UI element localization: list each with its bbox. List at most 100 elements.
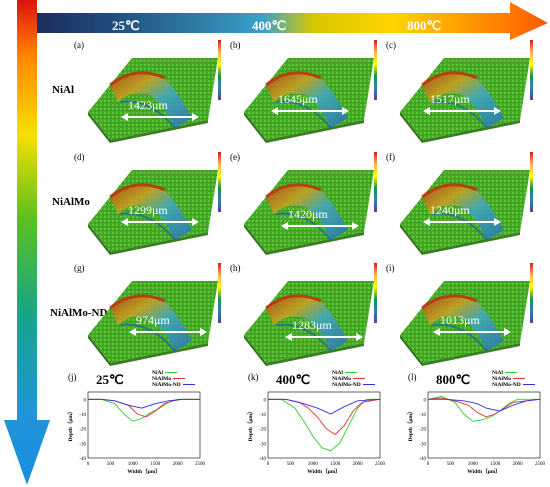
y-axis-label: Depth（μm） [406,408,414,441]
chart-panel-label: (k) [248,372,259,382]
surface-image [88,58,218,143]
width-arrow [129,328,207,336]
x-tick-label: 1000 [128,462,139,467]
series-line [268,398,381,415]
legend-label: NiAlMo [152,376,171,382]
width-arrow [121,218,199,226]
surface-panel [392,40,542,150]
x-axis-label: Width（μm） [127,467,161,475]
legend-label: NiAlMo [332,376,351,382]
series-line [88,398,200,418]
x-tick-label: 1500 [490,462,501,467]
colorbar [530,152,533,212]
x-tick-label: 2000 [513,462,524,467]
legend-entry: NiAlMo [332,376,375,382]
colorbar [218,40,221,100]
y-tick-label: -30 [79,442,86,447]
chart-title: 800℃ [436,372,471,387]
temperature-arrow [28,2,548,40]
colorbar [218,152,221,212]
surface-image [244,58,374,143]
y-tick-label: -30 [419,442,426,447]
x-tick-label: 2500 [375,462,385,467]
y-tick-label: -20 [419,428,426,433]
surface-panel [80,40,230,150]
legend-label: NiAlMo [492,376,511,382]
depth-profile-chart: 0 500 1000 1500 2000 2500 0 -10 -20 -30 -40 Width（μ… [400,368,546,478]
panel-label: (c) [386,40,396,50]
y-tick-label: -10 [419,413,426,418]
legend-swatch [165,372,177,374]
x-tick-label: 500 [287,462,295,467]
series-line [268,398,380,452]
wear-width-label: 1420μm [288,207,328,221]
surface-image [400,281,530,366]
legend-entry: NiAl [332,370,375,376]
surface-image [88,281,218,366]
legend-entry: NiAl [492,370,535,376]
surface-panel [392,263,542,373]
panel-label: (a) [74,40,84,50]
surface-image [400,170,530,255]
wear-width-label: 1013μm [440,313,480,327]
y-tick-label: -30 [259,442,266,447]
wear-width-label: 1423μm [128,98,168,112]
series-line [428,398,541,412]
width-arrow [281,222,359,230]
legend-swatch [352,378,365,380]
chart-legend: NiAl NiAlMo NiAlMo-ND [332,370,375,388]
chart-title: 25℃ [96,372,124,387]
x-axis-label: Width（μm） [307,467,341,475]
y-tick-label: -10 [259,413,266,418]
legend-label: NiAlMo-ND [492,382,521,388]
colorbar [530,263,533,323]
legend-entry: NiAlMo [152,376,195,382]
legend-entry: NiAlMo-ND [152,382,195,388]
width-arrow [423,107,501,115]
colorbar [374,263,377,323]
depth-profile-chart: 0 500 1000 1500 2000 2500 0 -10 -20 -30 -40 Width（μ… [60,368,206,478]
y-axis-label: Depth（μm） [246,408,254,441]
chart-legend: NiAl NiAlMo NiAlMo-ND [152,370,195,388]
x-tick-label: 0 [267,462,270,467]
chart-svg: 0 500 1000 1500 2000 2500 0 -10 -20 -30 -40 Width（μ… [246,391,386,475]
row-label-nialmo-nd: NiAlMo-ND [50,307,108,319]
legend-label: NiAl [492,370,503,376]
colorbar [374,152,377,212]
chart-panel-label: (j) [68,372,77,382]
x-tick-label: 500 [107,462,115,467]
surface-panel [236,40,386,150]
panel-label: (g) [74,263,85,273]
materials-arrow [4,0,50,485]
legend-entry: NiAl [152,370,195,376]
panel-label: (e) [230,152,240,162]
legend-swatch [512,378,525,380]
series-line [268,398,381,436]
y-tick-label: -20 [259,428,266,433]
series-line [88,398,200,409]
surface-panel [80,152,230,262]
panel-label: (h) [230,263,241,273]
y-tick-label: -40 [259,457,266,462]
plot-frame [427,391,541,459]
temp-label-25: 25℃ [112,18,140,33]
surface-image [88,170,218,255]
legend-label: NiAlMo-ND [152,382,181,388]
x-tick-label: 2500 [535,462,545,467]
wear-width-label: 1299μm [128,203,168,217]
colorbar [218,263,221,323]
surface-image [400,58,530,143]
x-tick-label: 1000 [468,462,479,467]
surface-panel [80,263,230,373]
legend-swatch [522,384,535,386]
series-line [427,395,540,422]
row-label-nialmo: NiAlMo [52,196,90,208]
chart-title: 400℃ [276,372,311,387]
legend-entry: NiAlMo [492,376,535,382]
x-tick-label: 1000 [308,462,319,467]
width-arrow [433,328,511,336]
legend-label: NiAl [332,370,343,376]
x-tick-label: 1500 [330,462,341,467]
y-tick-label: 0 [264,398,267,403]
width-arrow [271,107,349,115]
